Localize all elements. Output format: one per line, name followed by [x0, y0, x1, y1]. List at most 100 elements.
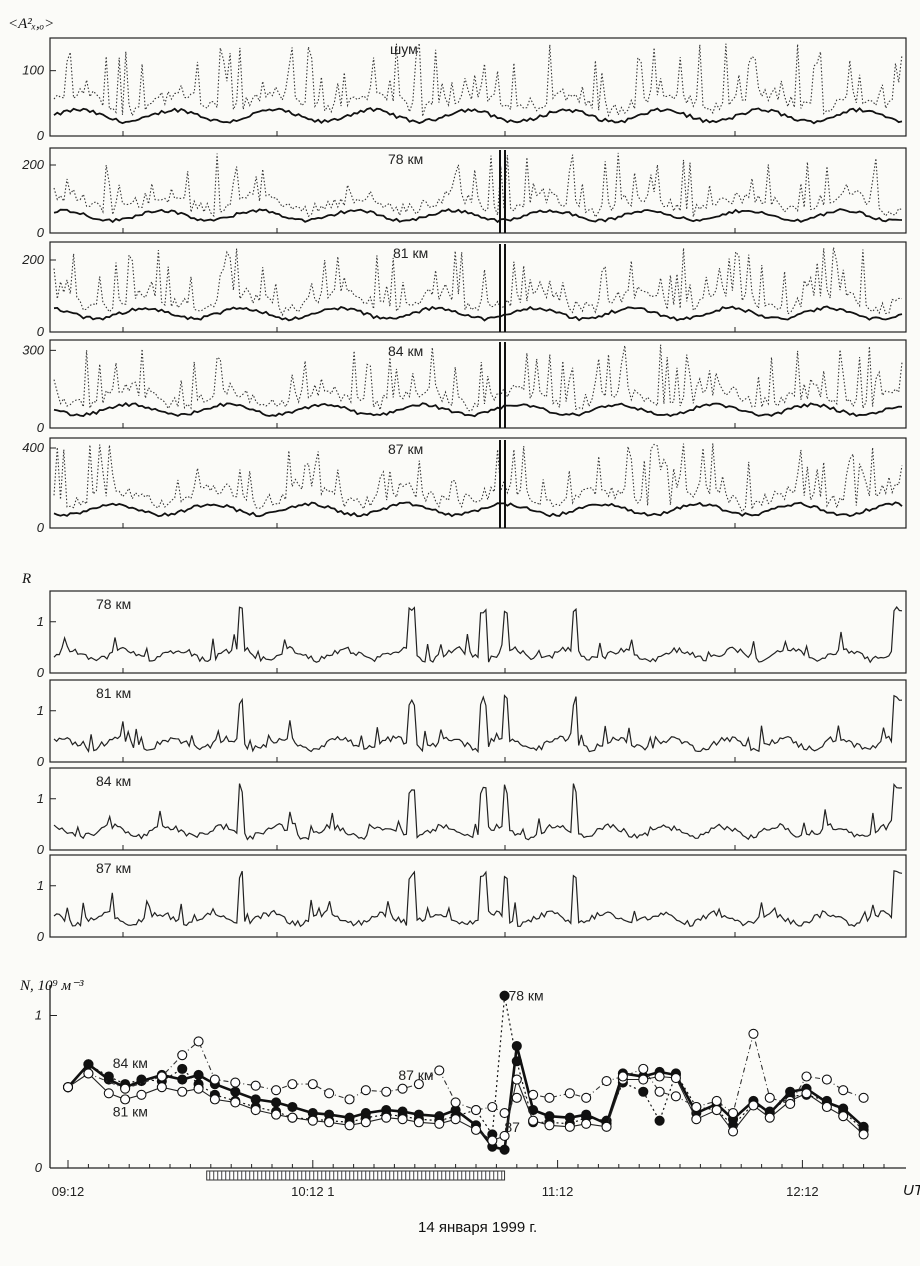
filled-marker	[178, 1064, 187, 1073]
y-tick-label: 1	[37, 791, 44, 806]
open-marker	[839, 1112, 848, 1121]
open-marker	[361, 1086, 370, 1095]
open-marker	[435, 1066, 444, 1075]
open-marker	[361, 1118, 370, 1127]
filled-marker	[512, 1057, 521, 1066]
open-marker	[435, 1119, 444, 1128]
open-marker	[382, 1087, 391, 1096]
open-marker	[210, 1095, 219, 1104]
y-tick-label: 1	[37, 614, 44, 629]
open-marker	[251, 1106, 260, 1115]
open-marker	[859, 1093, 868, 1102]
open-marker	[251, 1081, 260, 1090]
y-tick-label: 0	[37, 929, 45, 944]
open-marker	[382, 1113, 391, 1122]
open-marker	[178, 1051, 187, 1060]
open-marker	[565, 1122, 574, 1131]
filled-marker	[231, 1087, 240, 1096]
date-caption: 14 января 1999 г.	[418, 1219, 537, 1236]
open-marker	[712, 1106, 721, 1115]
series-annotation: 78 км	[508, 988, 543, 1004]
open-marker	[839, 1086, 848, 1095]
x-tick-label: 09:12	[52, 1184, 85, 1199]
open-marker	[822, 1075, 831, 1084]
x-tick-label: 11:12	[542, 1184, 574, 1199]
panel-title: 84 км	[388, 343, 423, 359]
open-marker	[529, 1090, 538, 1099]
open-marker	[729, 1127, 738, 1136]
open-marker	[308, 1116, 317, 1125]
open-marker	[655, 1072, 664, 1081]
filled-marker	[84, 1060, 93, 1069]
open-marker	[639, 1075, 648, 1084]
y-tick-label: 0	[37, 420, 45, 435]
y-tick-label: 0	[37, 520, 45, 535]
open-marker	[325, 1089, 334, 1098]
panel-title: 84 км	[96, 773, 131, 789]
open-marker	[545, 1093, 554, 1102]
y-tick-label: 0	[37, 225, 45, 240]
open-marker	[345, 1121, 354, 1130]
density-y-axis-label: N, 10⁹ м⁻³	[19, 978, 84, 994]
y-tick-label: 0	[37, 324, 45, 339]
open-marker	[288, 1080, 297, 1089]
filled-marker	[639, 1087, 648, 1096]
y-tick-label: 400	[22, 440, 44, 455]
y-tick-label: 1	[37, 703, 44, 718]
open-marker	[488, 1103, 497, 1112]
open-marker	[692, 1115, 701, 1124]
series-annotation: 87	[504, 1119, 520, 1135]
panel-title: 87 км	[388, 441, 423, 457]
y-tick-label: 0	[37, 665, 45, 680]
y-tick-label: 200	[21, 252, 44, 267]
open-marker	[749, 1029, 758, 1038]
filled-marker	[104, 1072, 113, 1081]
open-marker	[618, 1072, 627, 1081]
open-marker	[157, 1072, 166, 1081]
open-marker	[765, 1113, 774, 1122]
y-tick-label: 1	[35, 1008, 42, 1023]
open-marker	[121, 1084, 130, 1093]
filled-marker	[512, 1042, 521, 1051]
panel-title: 87 км	[96, 860, 131, 876]
series-annotation: 84 км	[113, 1055, 148, 1071]
open-marker	[272, 1086, 281, 1095]
open-marker	[512, 1093, 521, 1102]
open-marker	[602, 1077, 611, 1086]
open-marker	[859, 1130, 868, 1139]
open-marker	[488, 1136, 497, 1145]
open-marker	[451, 1115, 460, 1124]
open-marker	[565, 1089, 574, 1098]
y-tick-label: 0	[37, 128, 45, 143]
open-marker	[414, 1118, 423, 1127]
x-tick-label: 12:12	[786, 1184, 819, 1199]
open-marker	[602, 1122, 611, 1131]
open-marker	[512, 1075, 521, 1084]
open-marker	[692, 1103, 701, 1112]
x-tick-label: 10:12 1	[291, 1184, 334, 1199]
panel-title: 81 км	[393, 245, 428, 261]
open-marker	[84, 1069, 93, 1078]
y-tick-label: 300	[22, 342, 44, 357]
open-marker	[529, 1116, 538, 1125]
open-marker	[472, 1125, 481, 1134]
open-marker	[210, 1075, 219, 1084]
time-axis-label: UT	[903, 1182, 920, 1199]
open-marker	[582, 1093, 591, 1102]
open-marker	[121, 1095, 130, 1104]
open-marker	[639, 1064, 648, 1073]
ratio-y-axis-label: R	[21, 571, 31, 587]
observation-interval-bar	[207, 1171, 505, 1180]
open-marker	[398, 1115, 407, 1124]
y-tick-label: 1	[37, 878, 44, 893]
y-tick-label: 200	[21, 157, 44, 172]
open-marker	[194, 1037, 203, 1046]
open-marker	[655, 1087, 664, 1096]
open-marker	[671, 1092, 680, 1101]
open-marker	[786, 1099, 795, 1108]
open-marker	[137, 1090, 146, 1099]
amplitude-y-axis-label: <A²ₓ,ₒ>	[8, 16, 54, 32]
panel-title: шум	[390, 41, 418, 57]
open-marker	[194, 1084, 203, 1093]
